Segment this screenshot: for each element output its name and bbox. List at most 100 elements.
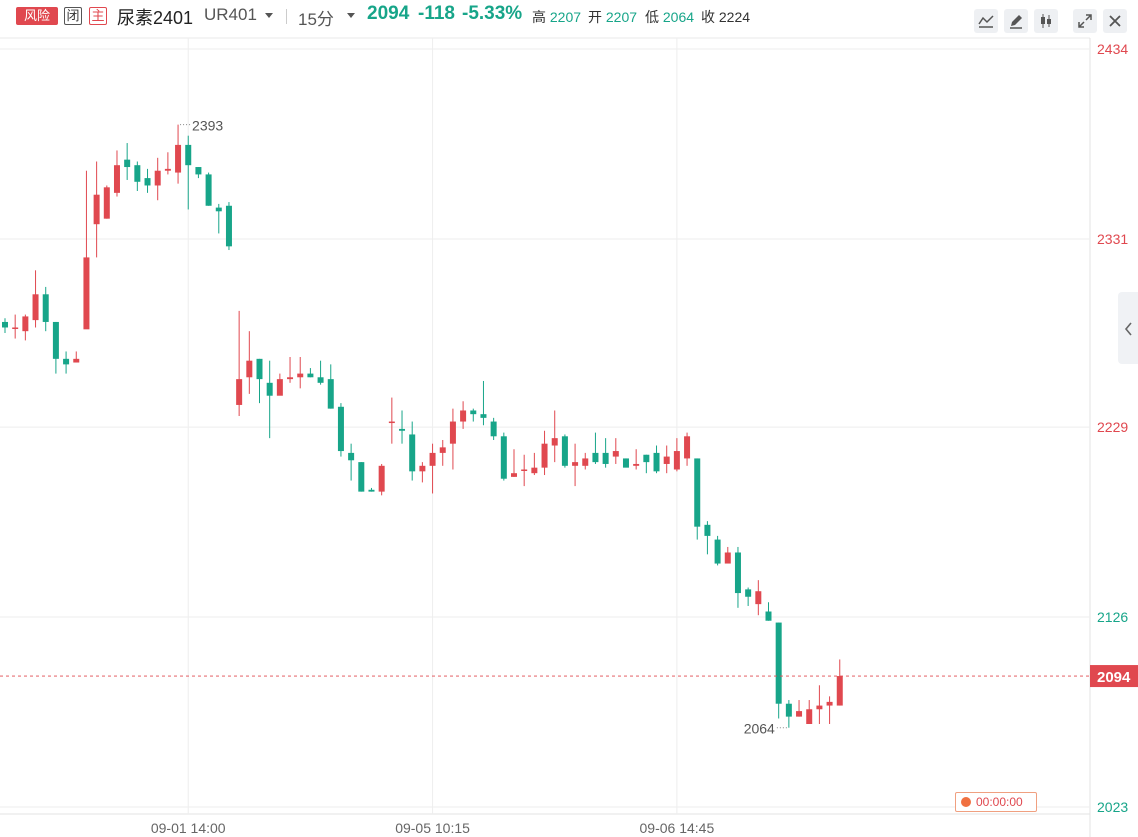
y-tick-label: 2331 [1097, 231, 1128, 247]
candle-body [612, 451, 619, 457]
countdown-text: 00:00:00 [976, 795, 1023, 809]
candle-body [551, 438, 558, 446]
risk-tag: 风险 [16, 7, 58, 25]
candle-body [816, 705, 823, 710]
open-value: 2207 [605, 9, 638, 25]
candle-body [561, 436, 568, 466]
clock-icon [961, 797, 971, 807]
candle-body [348, 452, 355, 461]
candle-body [572, 462, 579, 466]
y-tick-label: 2023 [1097, 799, 1128, 815]
chevron-down-icon[interactable] [265, 13, 273, 18]
candle-body [663, 456, 670, 464]
candle-body [694, 458, 701, 527]
candle-body [266, 382, 273, 396]
candle-type-button[interactable] [1034, 9, 1058, 33]
candle-body [134, 165, 141, 182]
divider [286, 9, 287, 24]
candle-body [409, 434, 416, 472]
max-price-label: 2393 [192, 118, 223, 134]
side-panel-toggle[interactable] [1118, 292, 1138, 364]
low-value: 2064 [662, 9, 695, 25]
candle-body [32, 294, 39, 321]
candle-icon [1041, 14, 1051, 28]
candle-body [317, 377, 324, 383]
candle-body [775, 622, 782, 704]
expand-button[interactable] [1073, 9, 1097, 33]
chevron-down-icon[interactable] [347, 13, 355, 18]
open-stat: 开 2207 [588, 7, 637, 27]
candle-body [337, 406, 344, 452]
candle-body [73, 358, 80, 363]
candle-body [429, 452, 436, 466]
min-price-label: 2064 [744, 721, 775, 737]
close-icon [1109, 15, 1121, 27]
current-price-badge [1090, 665, 1138, 688]
candle-body [358, 462, 365, 492]
candle-body [511, 473, 517, 477]
pen-button[interactable] [1004, 9, 1028, 33]
candle-body [195, 167, 202, 175]
candle-body [714, 539, 721, 564]
y-tick-label: 2229 [1097, 419, 1128, 435]
instrument-name: 尿素2401 [117, 8, 194, 28]
candle-body [22, 316, 29, 332]
candle-body [419, 465, 426, 472]
candle-body [734, 552, 741, 594]
candle-body [144, 178, 151, 186]
candle-body [124, 159, 131, 168]
candle-body [256, 358, 263, 380]
candle-body [745, 589, 752, 597]
candle-body [83, 257, 90, 330]
candle-body [673, 451, 680, 470]
x-tick-label: 09-01 14:00 [151, 820, 226, 836]
candle-body [806, 709, 813, 725]
candle-body [704, 524, 711, 536]
closed-tag: 闭 [64, 7, 82, 25]
candle-body [103, 187, 110, 219]
candle-body [592, 452, 599, 463]
candle-body [287, 377, 294, 380]
candle-body [52, 321, 59, 359]
low-label: 低 [645, 9, 659, 25]
candle-body [541, 443, 548, 468]
high-label: 高 [532, 9, 546, 25]
candle-body [307, 373, 314, 378]
period-select[interactable]: 15分 [298, 10, 334, 29]
line-draw-button[interactable] [974, 9, 998, 33]
candle-body [327, 379, 334, 409]
close-button[interactable] [1103, 9, 1127, 33]
candle-body [602, 452, 609, 464]
candle-body [113, 165, 120, 193]
candle-body [63, 358, 70, 365]
candle-body [388, 421, 395, 424]
candle-body [276, 379, 283, 396]
candle-body [653, 452, 660, 472]
candle-body [755, 591, 762, 605]
high-value: 2207 [549, 9, 582, 25]
candle-body [215, 207, 222, 212]
candle-body [2, 321, 8, 328]
candle-body [368, 489, 375, 492]
candle-body [480, 414, 487, 418]
y-tick-label: 2126 [1097, 609, 1128, 625]
candle-body [449, 421, 456, 444]
candle-body [93, 194, 100, 225]
candle-body [297, 373, 304, 378]
candle-body [633, 463, 640, 466]
candle-body [490, 421, 497, 437]
close-label: 收 [701, 9, 715, 25]
expand-icon [1078, 14, 1092, 28]
y-tick-label: 2434 [1097, 41, 1128, 57]
candle-body [12, 327, 19, 329]
chart-toolbar: 风险 闭 主 尿素2401 UR401 15分 2094 -118 -5.33%… [0, 0, 1138, 34]
candle-body [236, 379, 243, 405]
close-stat: 收 2224 [701, 7, 750, 27]
candle-body [42, 294, 49, 322]
candle-body [460, 410, 467, 422]
candle-body [378, 465, 385, 492]
x-tick-label: 09-06 14:45 [640, 820, 715, 836]
candle-body [643, 454, 650, 463]
instrument-code-select[interactable]: UR401 [204, 5, 257, 24]
